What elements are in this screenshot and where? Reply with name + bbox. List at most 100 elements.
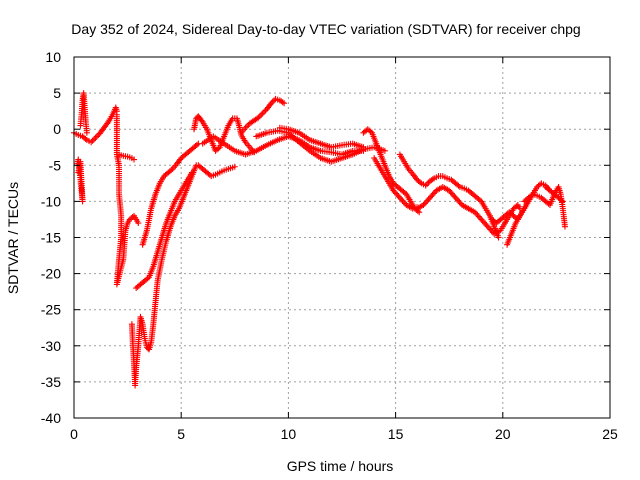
series-V <box>542 183 566 205</box>
data-point <box>471 209 478 216</box>
x-tick-label: 20 <box>495 426 511 442</box>
data-point <box>391 189 398 196</box>
data-point <box>259 110 266 117</box>
data-point <box>269 98 276 105</box>
x-tick-label: 0 <box>70 426 78 442</box>
axis-ticks <box>73 56 611 419</box>
data-point <box>559 198 566 205</box>
data-point <box>83 129 90 136</box>
data-point <box>424 181 431 188</box>
x-tick-label: 25 <box>602 426 618 442</box>
data-point <box>429 191 436 198</box>
data-point <box>430 190 437 197</box>
y-tick-label: -30 <box>41 338 61 354</box>
data-point <box>558 197 565 204</box>
data-point <box>448 190 455 197</box>
data-point <box>482 220 489 227</box>
series-G <box>133 169 195 292</box>
data-point <box>446 187 453 194</box>
data-point <box>451 193 458 200</box>
data-point <box>420 202 427 209</box>
data-point <box>421 200 428 207</box>
data-point <box>390 187 397 194</box>
data-point <box>243 123 250 130</box>
series-R <box>414 183 523 237</box>
data-point <box>486 225 493 232</box>
data-point <box>475 213 482 220</box>
data-point <box>255 114 262 121</box>
series-N <box>276 124 367 151</box>
data-point <box>261 108 268 115</box>
data-point <box>168 167 175 174</box>
data-point <box>429 176 436 183</box>
data-point <box>381 147 388 154</box>
data-point <box>455 197 462 204</box>
data-point <box>480 219 487 226</box>
series-O <box>360 126 423 216</box>
data-point <box>495 234 502 241</box>
y-tick-label: -25 <box>41 302 61 318</box>
series-Q <box>396 151 502 241</box>
data-point <box>198 117 205 124</box>
data-point <box>135 220 142 227</box>
data-point <box>400 199 407 206</box>
data-point <box>394 191 401 198</box>
series-B <box>74 156 86 205</box>
grid-lines <box>74 57 610 418</box>
y-tick-label: 5 <box>53 85 61 101</box>
series-T <box>489 202 530 227</box>
y-axis-label: SDTVAR / TECUs <box>5 182 21 294</box>
data-point <box>393 190 400 197</box>
data-point <box>425 196 432 203</box>
data-point <box>395 193 402 200</box>
data-point <box>256 113 263 120</box>
data-point <box>447 189 454 196</box>
data-point <box>242 124 249 131</box>
series-E <box>116 151 138 163</box>
data-point <box>93 133 100 140</box>
series-J <box>195 162 238 180</box>
data-point <box>75 169 82 176</box>
y-tick-label: -15 <box>41 230 61 246</box>
y-tick-label: -20 <box>41 266 61 282</box>
data-point <box>487 226 494 233</box>
data-point <box>231 163 238 170</box>
data-point <box>450 191 457 198</box>
data-point <box>281 100 288 107</box>
data-point <box>484 223 491 230</box>
x-tick-label: 15 <box>388 426 404 442</box>
data-point <box>92 134 99 141</box>
data-point <box>104 120 111 127</box>
y-tick-label: -5 <box>49 157 62 173</box>
data-point <box>455 182 462 189</box>
y-tick-label: 10 <box>45 49 61 65</box>
data-point <box>453 196 460 203</box>
x-axis-label: GPS time / hours <box>287 458 394 474</box>
data-point <box>483 222 490 229</box>
data-point <box>89 137 96 144</box>
data-point <box>360 144 367 151</box>
data-point <box>423 199 430 206</box>
series-U <box>521 183 568 230</box>
data-point <box>399 197 406 204</box>
data-point <box>193 141 200 148</box>
data-point <box>473 210 480 217</box>
data-point <box>82 135 89 142</box>
data-point <box>428 193 435 200</box>
x-tick-label: 10 <box>281 426 297 442</box>
series-A <box>71 104 120 146</box>
data-point <box>268 100 275 107</box>
data-point <box>452 194 459 201</box>
data-point <box>367 128 374 135</box>
x-tick-label: 5 <box>177 426 185 442</box>
data-point <box>523 202 530 209</box>
data-point <box>426 194 433 201</box>
data-point <box>422 182 429 189</box>
data-point <box>88 139 95 146</box>
data-point <box>416 179 423 186</box>
data-point <box>474 212 481 219</box>
data-point <box>561 223 568 230</box>
data-point <box>424 197 431 204</box>
data-point <box>398 196 405 203</box>
